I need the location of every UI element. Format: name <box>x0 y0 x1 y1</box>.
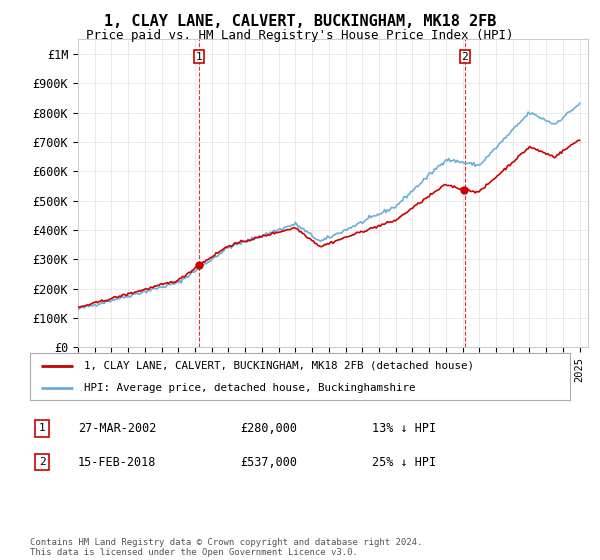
Text: 1, CLAY LANE, CALVERT, BUCKINGHAM, MK18 2FB: 1, CLAY LANE, CALVERT, BUCKINGHAM, MK18 … <box>104 14 496 29</box>
Text: 2: 2 <box>461 52 468 62</box>
Text: Price paid vs. HM Land Registry's House Price Index (HPI): Price paid vs. HM Land Registry's House … <box>86 29 514 42</box>
Text: 1: 1 <box>196 52 202 62</box>
Text: £537,000: £537,000 <box>240 455 297 469</box>
Text: 15-FEB-2018: 15-FEB-2018 <box>78 455 157 469</box>
Text: 13% ↓ HPI: 13% ↓ HPI <box>372 422 436 435</box>
Text: 27-MAR-2002: 27-MAR-2002 <box>78 422 157 435</box>
Text: 1, CLAY LANE, CALVERT, BUCKINGHAM, MK18 2FB (detached house): 1, CLAY LANE, CALVERT, BUCKINGHAM, MK18 … <box>84 361 474 371</box>
Text: Contains HM Land Registry data © Crown copyright and database right 2024.
This d: Contains HM Land Registry data © Crown c… <box>30 538 422 557</box>
Text: £280,000: £280,000 <box>240 422 297 435</box>
Text: 25% ↓ HPI: 25% ↓ HPI <box>372 455 436 469</box>
Text: HPI: Average price, detached house, Buckinghamshire: HPI: Average price, detached house, Buck… <box>84 382 415 393</box>
Text: 1: 1 <box>38 423 46 433</box>
Text: 2: 2 <box>38 457 46 467</box>
